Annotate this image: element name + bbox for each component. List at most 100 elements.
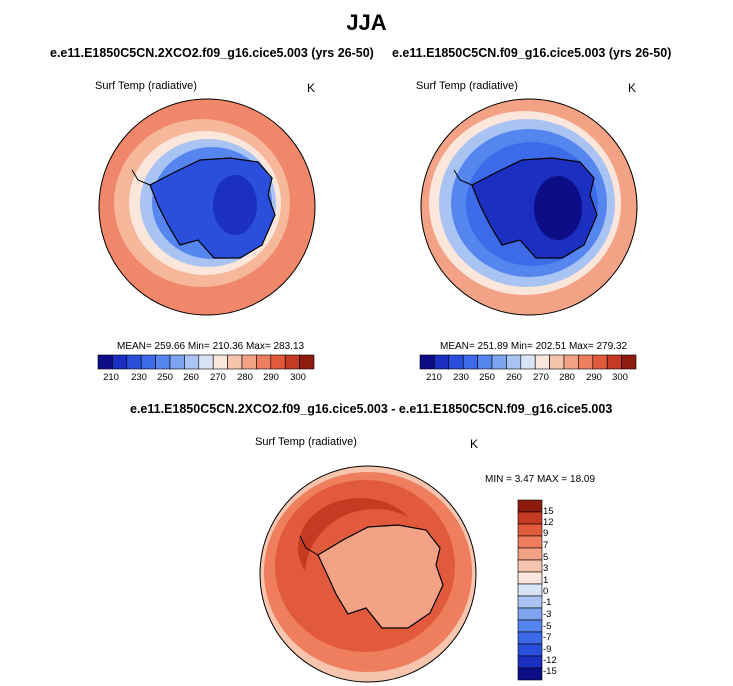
panel1-stats: MEAN= 259.66 Min= 210.36 Max= 283.13 (117, 341, 305, 352)
panel1-units: K (307, 81, 316, 95)
colorbar-swatch (227, 354, 243, 370)
colorbar-swatch (517, 607, 543, 621)
tick-label: 9 (543, 528, 549, 539)
colorbar-swatch (517, 511, 543, 525)
panel2-stats: MEAN= 251.89 Min= 202.51 Max= 279.32 (440, 341, 628, 352)
colorbar-swatch (419, 354, 435, 370)
tick-label: 280 (559, 372, 575, 383)
tick-label: 210 (426, 372, 442, 383)
panel2-variable-label: Surf Temp (radiative) (416, 80, 518, 92)
panel1-colorbar (97, 354, 315, 370)
colorbar-swatch (517, 571, 543, 585)
tick-label: 250 (479, 372, 495, 383)
tick-label: -3 (543, 609, 552, 620)
tick-label: 3 (543, 563, 549, 574)
tick-label: 280 (237, 372, 253, 383)
tick-label: 5 (543, 552, 549, 563)
map-contour (213, 175, 257, 235)
panel2-polar-map (421, 99, 637, 315)
colorbar-swatch (212, 354, 228, 370)
panel1-polar-map (99, 99, 315, 315)
peninsula-outline (131, 169, 151, 186)
colorbar-swatch (434, 354, 450, 370)
colorbar-swatch (563, 354, 579, 370)
tick-label: -9 (543, 644, 552, 655)
colorbar-swatch (517, 595, 543, 609)
tick-label: 0 (543, 586, 549, 597)
colorbar-swatch (517, 559, 543, 573)
tick-label: 230 (131, 372, 147, 383)
colorbar-swatch (299, 354, 315, 370)
colorbar-swatch (256, 354, 272, 370)
colorbar-swatch (491, 354, 507, 370)
diff-case-title: e.e11.E1850C5CN.2XCO2.f09_g16.cice5.003 … (130, 402, 613, 416)
tick-label: 12 (543, 517, 554, 528)
diff-colorbar (517, 499, 543, 681)
tick-label: 7 (543, 540, 549, 551)
colorbar-swatch (517, 583, 543, 597)
colorbar-swatch (140, 354, 156, 370)
tick-label: -1 (543, 597, 552, 608)
colorbar-swatch (477, 354, 493, 370)
diff-units: K (470, 437, 479, 451)
colorbar-swatch (549, 354, 565, 370)
tick-label: -5 (543, 621, 552, 632)
colorbar-swatch (621, 354, 637, 370)
panel2-units: K (628, 81, 637, 95)
panel2-colorbar (419, 354, 637, 370)
tick-label: 300 (612, 372, 628, 383)
tick-label: 1 (543, 575, 549, 586)
colorbar-swatch (517, 631, 543, 645)
colorbar-swatch (517, 643, 543, 657)
tick-label: 250 (157, 372, 173, 383)
diff-stats: MIN = 3.47 MAX = 18.09 (485, 474, 596, 485)
colorbar-swatch (606, 354, 622, 370)
colorbar-swatch (284, 354, 300, 370)
tick-label: -12 (543, 655, 557, 666)
panel1-variable-label: Surf Temp (radiative) (95, 80, 197, 92)
colorbar-swatch (517, 535, 543, 549)
colorbar-swatch (112, 354, 128, 370)
colorbar-swatch (517, 523, 543, 537)
colorbar-swatch (506, 354, 522, 370)
panel2-case-title: e.e11.E1850C5CN.f09_g16.cice5.003 (yrs 2… (392, 46, 672, 60)
colorbar-swatch (592, 354, 608, 370)
colorbar-swatch (517, 655, 543, 669)
colorbar-swatch (155, 354, 171, 370)
colorbar-swatch (534, 354, 550, 370)
colorbar-swatch (462, 354, 478, 370)
tick-label: 230 (453, 372, 469, 383)
tick-label: 290 (263, 372, 279, 383)
panel1-map-border (98, 98, 316, 316)
colorbar-swatch (241, 354, 257, 370)
map-contour (534, 176, 582, 240)
diff-map-border (259, 465, 477, 683)
tick-label: 260 (183, 372, 199, 383)
tick-label: 290 (586, 372, 602, 383)
tick-label: -15 (543, 666, 557, 677)
antarctica-outline (317, 524, 444, 629)
peninsula-outline (453, 169, 473, 186)
colorbar-swatch (169, 354, 185, 370)
diff-polar-map (260, 466, 476, 682)
colorbar-swatch (517, 547, 543, 561)
main-title: JJA (346, 10, 387, 35)
tick-label: 260 (506, 372, 522, 383)
colorbar-swatch (184, 354, 200, 370)
tick-label: 270 (533, 372, 549, 383)
peninsula-outline (299, 535, 319, 556)
colorbar-swatch (517, 619, 543, 633)
tick-label: 300 (290, 372, 306, 383)
colorbar-swatch (517, 667, 543, 681)
colorbar-swatch (97, 354, 113, 370)
panel2-map-border (420, 98, 638, 316)
diff-variable-label: Surf Temp (radiative) (255, 436, 357, 448)
tick-label: 15 (543, 506, 554, 517)
colorbar-swatch (520, 354, 536, 370)
tick-label: 210 (103, 372, 119, 383)
tick-label: -7 (543, 632, 552, 643)
tick-label: 270 (210, 372, 226, 383)
colorbar-swatch (198, 354, 214, 370)
panel1-case-title: e.e11.E1850C5CN.2XCO2.f09_g16.cice5.003 … (50, 46, 374, 60)
